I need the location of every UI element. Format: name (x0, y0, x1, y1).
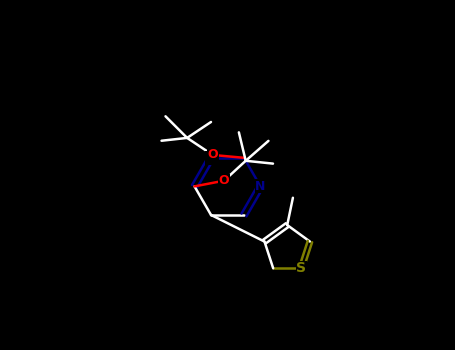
Text: O: O (219, 174, 229, 187)
Text: O: O (207, 148, 218, 161)
Text: N: N (206, 151, 216, 164)
Text: N: N (255, 180, 266, 193)
Text: S: S (296, 261, 306, 275)
